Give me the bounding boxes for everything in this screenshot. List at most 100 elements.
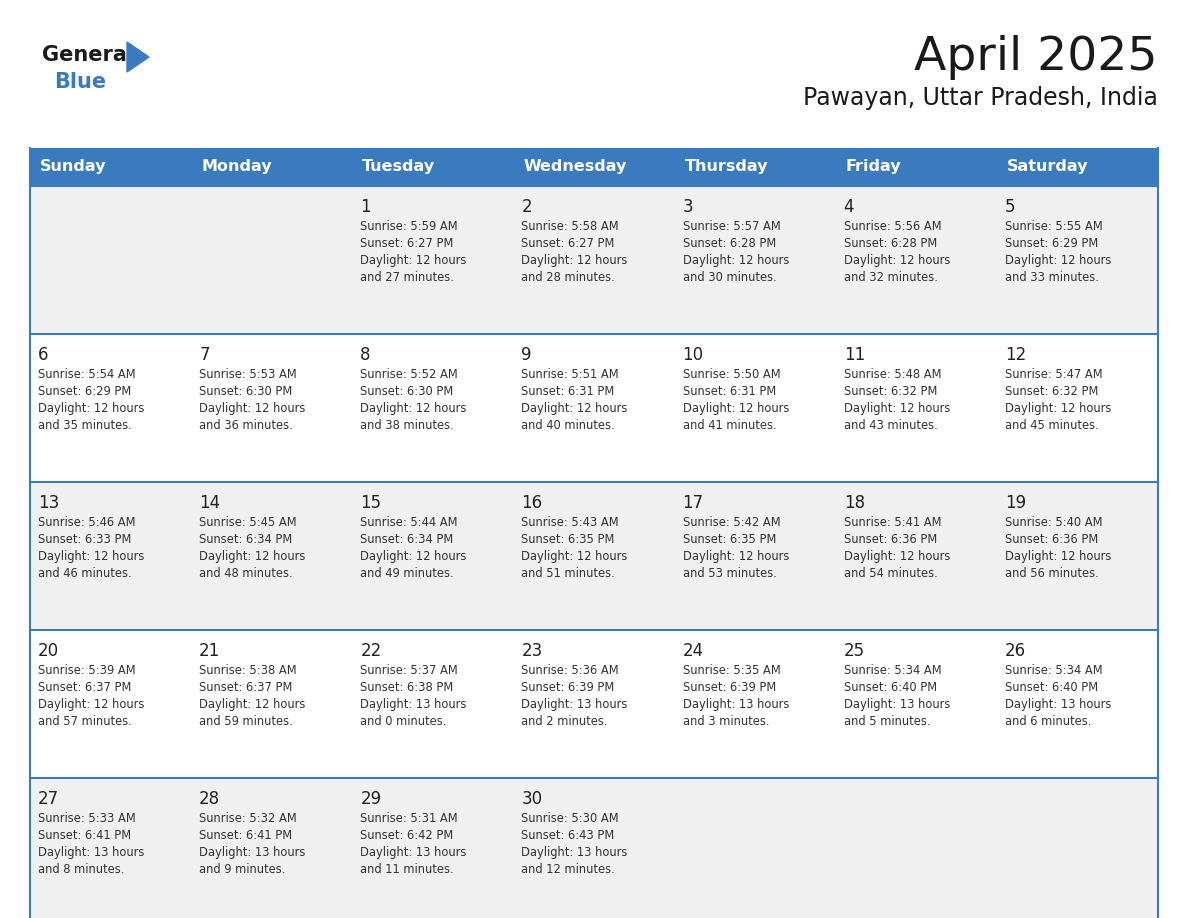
Text: Sunset: 6:33 PM: Sunset: 6:33 PM	[38, 533, 132, 546]
Text: Sunset: 6:41 PM: Sunset: 6:41 PM	[38, 829, 131, 842]
Text: Sunrise: 5:52 AM: Sunrise: 5:52 AM	[360, 368, 459, 381]
Text: Sunrise: 5:31 AM: Sunrise: 5:31 AM	[360, 812, 457, 825]
Text: Sunrise: 5:55 AM: Sunrise: 5:55 AM	[1005, 220, 1102, 233]
Text: Sunrise: 5:30 AM: Sunrise: 5:30 AM	[522, 812, 619, 825]
Text: Daylight: 13 hours: Daylight: 13 hours	[522, 698, 627, 711]
Polygon shape	[127, 42, 148, 72]
Text: Sunset: 6:29 PM: Sunset: 6:29 PM	[1005, 237, 1098, 250]
Text: Daylight: 12 hours: Daylight: 12 hours	[200, 402, 305, 415]
Text: and 6 minutes.: and 6 minutes.	[1005, 715, 1092, 728]
Text: Blue: Blue	[53, 72, 106, 92]
Text: Daylight: 13 hours: Daylight: 13 hours	[683, 698, 789, 711]
Text: Daylight: 12 hours: Daylight: 12 hours	[1005, 550, 1111, 563]
Text: 30: 30	[522, 790, 543, 808]
Text: Sunday: Sunday	[40, 160, 107, 174]
Text: 5: 5	[1005, 198, 1016, 216]
Text: Sunset: 6:27 PM: Sunset: 6:27 PM	[360, 237, 454, 250]
Text: Monday: Monday	[201, 160, 272, 174]
Text: Sunset: 6:32 PM: Sunset: 6:32 PM	[843, 385, 937, 398]
Text: Sunset: 6:39 PM: Sunset: 6:39 PM	[683, 681, 776, 694]
Text: and 30 minutes.: and 30 minutes.	[683, 271, 776, 284]
Text: 1: 1	[360, 198, 371, 216]
Text: Sunset: 6:36 PM: Sunset: 6:36 PM	[1005, 533, 1098, 546]
Text: Sunset: 6:32 PM: Sunset: 6:32 PM	[1005, 385, 1098, 398]
Text: and 53 minutes.: and 53 minutes.	[683, 567, 777, 580]
Text: Sunrise: 5:41 AM: Sunrise: 5:41 AM	[843, 516, 941, 529]
Text: Daylight: 12 hours: Daylight: 12 hours	[360, 550, 467, 563]
Text: Sunset: 6:30 PM: Sunset: 6:30 PM	[200, 385, 292, 398]
Text: 22: 22	[360, 642, 381, 660]
Text: Sunset: 6:31 PM: Sunset: 6:31 PM	[522, 385, 614, 398]
Text: Sunrise: 5:53 AM: Sunrise: 5:53 AM	[200, 368, 297, 381]
Text: Sunrise: 5:50 AM: Sunrise: 5:50 AM	[683, 368, 781, 381]
Text: Sunset: 6:42 PM: Sunset: 6:42 PM	[360, 829, 454, 842]
Text: 14: 14	[200, 494, 220, 512]
Text: Daylight: 12 hours: Daylight: 12 hours	[38, 402, 145, 415]
Text: Daylight: 12 hours: Daylight: 12 hours	[843, 550, 950, 563]
Text: Sunrise: 5:54 AM: Sunrise: 5:54 AM	[38, 368, 135, 381]
Text: Daylight: 12 hours: Daylight: 12 hours	[683, 550, 789, 563]
Text: Saturday: Saturday	[1007, 160, 1088, 174]
Text: and 38 minutes.: and 38 minutes.	[360, 419, 454, 432]
Text: Daylight: 12 hours: Daylight: 12 hours	[522, 254, 627, 267]
Text: Daylight: 12 hours: Daylight: 12 hours	[843, 254, 950, 267]
Text: Sunrise: 5:34 AM: Sunrise: 5:34 AM	[843, 664, 941, 677]
Text: and 59 minutes.: and 59 minutes.	[200, 715, 293, 728]
Text: and 11 minutes.: and 11 minutes.	[360, 863, 454, 876]
Text: 18: 18	[843, 494, 865, 512]
Text: 24: 24	[683, 642, 703, 660]
Bar	[30, 482, 1158, 630]
Text: Daylight: 12 hours: Daylight: 12 hours	[683, 402, 789, 415]
Text: 16: 16	[522, 494, 543, 512]
Text: Sunrise: 5:34 AM: Sunrise: 5:34 AM	[1005, 664, 1102, 677]
Text: Daylight: 13 hours: Daylight: 13 hours	[1005, 698, 1111, 711]
Bar	[30, 630, 1158, 778]
Text: Wednesday: Wednesday	[524, 160, 627, 174]
Text: Daylight: 13 hours: Daylight: 13 hours	[200, 846, 305, 859]
Text: Sunrise: 5:51 AM: Sunrise: 5:51 AM	[522, 368, 619, 381]
Text: Sunset: 6:34 PM: Sunset: 6:34 PM	[200, 533, 292, 546]
Text: Sunset: 6:39 PM: Sunset: 6:39 PM	[522, 681, 614, 694]
Text: 29: 29	[360, 790, 381, 808]
Text: April 2025: April 2025	[915, 36, 1158, 81]
Text: and 0 minutes.: and 0 minutes.	[360, 715, 447, 728]
Text: and 8 minutes.: and 8 minutes.	[38, 863, 125, 876]
Bar	[30, 778, 1158, 918]
Text: Sunset: 6:40 PM: Sunset: 6:40 PM	[843, 681, 937, 694]
Text: Sunset: 6:36 PM: Sunset: 6:36 PM	[843, 533, 937, 546]
Text: 26: 26	[1005, 642, 1026, 660]
Bar	[30, 186, 1158, 334]
Text: and 57 minutes.: and 57 minutes.	[38, 715, 132, 728]
Text: and 28 minutes.: and 28 minutes.	[522, 271, 615, 284]
Text: and 45 minutes.: and 45 minutes.	[1005, 419, 1099, 432]
Text: Sunset: 6:41 PM: Sunset: 6:41 PM	[200, 829, 292, 842]
Text: Daylight: 12 hours: Daylight: 12 hours	[200, 698, 305, 711]
Text: Daylight: 13 hours: Daylight: 13 hours	[38, 846, 145, 859]
Text: and 41 minutes.: and 41 minutes.	[683, 419, 776, 432]
Text: Sunrise: 5:35 AM: Sunrise: 5:35 AM	[683, 664, 781, 677]
Text: and 12 minutes.: and 12 minutes.	[522, 863, 615, 876]
Text: 11: 11	[843, 346, 865, 364]
Text: 13: 13	[38, 494, 59, 512]
Text: and 40 minutes.: and 40 minutes.	[522, 419, 615, 432]
Text: Sunrise: 5:38 AM: Sunrise: 5:38 AM	[200, 664, 297, 677]
Text: General: General	[42, 45, 134, 65]
Text: Sunset: 6:40 PM: Sunset: 6:40 PM	[1005, 681, 1098, 694]
Text: 28: 28	[200, 790, 220, 808]
Text: Friday: Friday	[846, 160, 902, 174]
Text: and 9 minutes.: and 9 minutes.	[200, 863, 285, 876]
Text: and 32 minutes.: and 32 minutes.	[843, 271, 937, 284]
Text: Daylight: 12 hours: Daylight: 12 hours	[38, 698, 145, 711]
Text: Daylight: 12 hours: Daylight: 12 hours	[1005, 402, 1111, 415]
Text: Daylight: 12 hours: Daylight: 12 hours	[522, 402, 627, 415]
Text: Sunrise: 5:46 AM: Sunrise: 5:46 AM	[38, 516, 135, 529]
Text: Thursday: Thursday	[684, 160, 769, 174]
Text: and 36 minutes.: and 36 minutes.	[200, 419, 293, 432]
Text: Sunset: 6:28 PM: Sunset: 6:28 PM	[683, 237, 776, 250]
Text: Sunrise: 5:39 AM: Sunrise: 5:39 AM	[38, 664, 135, 677]
Text: and 27 minutes.: and 27 minutes.	[360, 271, 454, 284]
Text: 25: 25	[843, 642, 865, 660]
Text: Daylight: 12 hours: Daylight: 12 hours	[200, 550, 305, 563]
Text: Daylight: 13 hours: Daylight: 13 hours	[522, 846, 627, 859]
Text: Sunrise: 5:44 AM: Sunrise: 5:44 AM	[360, 516, 457, 529]
